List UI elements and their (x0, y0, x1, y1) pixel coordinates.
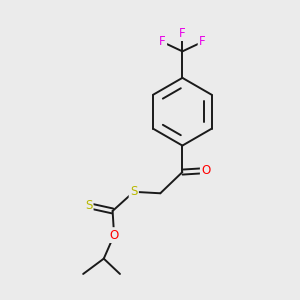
Text: O: O (110, 229, 119, 242)
Text: S: S (85, 199, 92, 212)
Text: F: F (159, 35, 166, 48)
Text: F: F (179, 27, 186, 40)
Text: O: O (201, 164, 211, 177)
Text: F: F (199, 35, 206, 48)
Text: S: S (130, 185, 137, 198)
